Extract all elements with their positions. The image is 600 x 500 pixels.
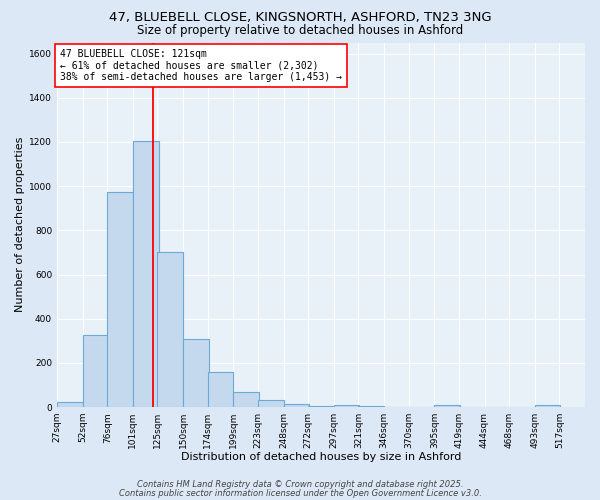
Text: Contains HM Land Registry data © Crown copyright and database right 2025.: Contains HM Land Registry data © Crown c… — [137, 480, 463, 489]
Bar — [258, 400, 284, 407]
Bar — [434, 405, 460, 407]
Text: Contains public sector information licensed under the Open Government Licence v3: Contains public sector information licen… — [119, 489, 481, 498]
Text: 47, BLUEBELL CLOSE, KINGSNORTH, ASHFORD, TN23 3NG: 47, BLUEBELL CLOSE, KINGSNORTH, ASHFORD,… — [109, 11, 491, 24]
Bar — [334, 405, 359, 407]
Bar — [358, 406, 384, 407]
Text: 47 BLUEBELL CLOSE: 121sqm
← 61% of detached houses are smaller (2,302)
38% of se: 47 BLUEBELL CLOSE: 121sqm ← 61% of detac… — [60, 49, 342, 82]
Bar — [284, 404, 309, 407]
Bar — [133, 141, 158, 407]
Text: Size of property relative to detached houses in Ashford: Size of property relative to detached ho… — [137, 24, 463, 37]
Bar — [208, 372, 233, 407]
X-axis label: Distribution of detached houses by size in Ashford: Distribution of detached houses by size … — [181, 452, 461, 462]
Bar — [535, 405, 560, 407]
Bar — [83, 336, 108, 407]
Bar — [57, 402, 83, 407]
Bar — [107, 192, 133, 407]
Bar — [308, 406, 334, 407]
Y-axis label: Number of detached properties: Number of detached properties — [15, 137, 25, 312]
Bar — [183, 338, 209, 407]
Bar — [157, 252, 183, 407]
Bar — [233, 392, 259, 407]
